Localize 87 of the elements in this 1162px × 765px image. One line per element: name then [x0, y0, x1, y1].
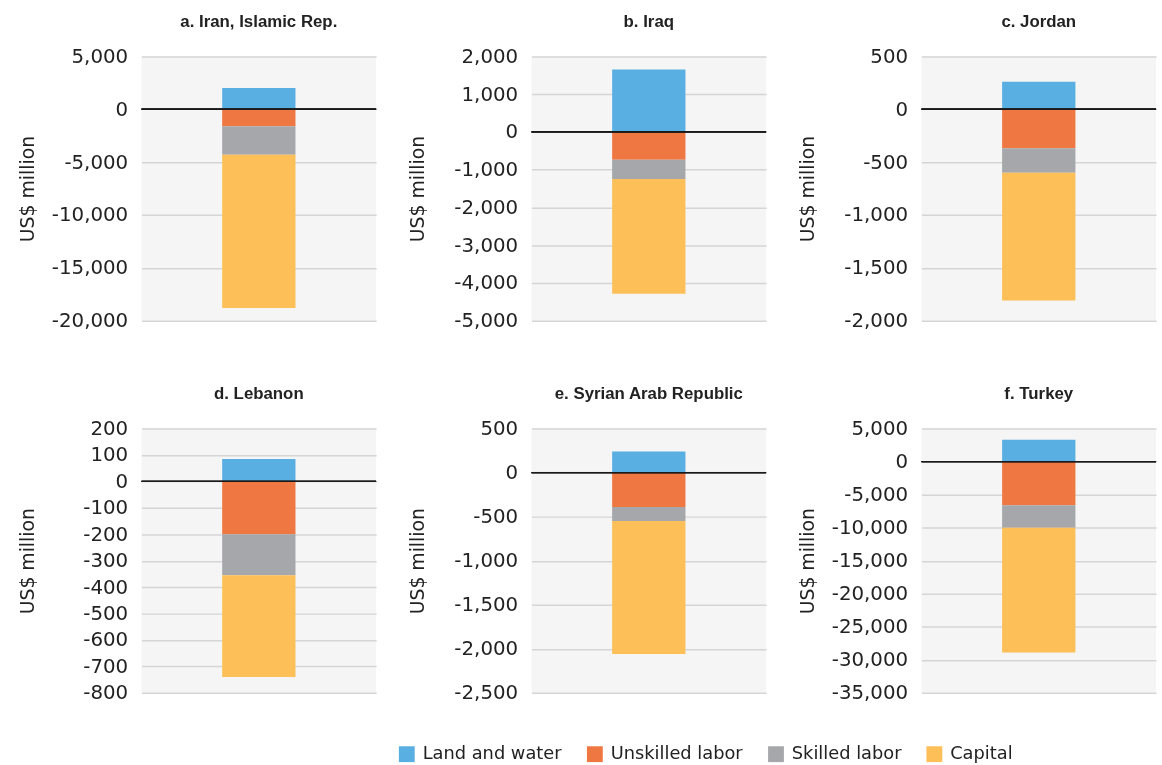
chart-title: f. Turkey — [1004, 383, 1074, 403]
bar — [222, 126, 296, 155]
y-tick-label: -1,000 — [454, 158, 519, 182]
y-tick-label: -400 — [83, 575, 129, 599]
bar — [612, 179, 686, 294]
y-tick-label: 2,000 — [461, 44, 519, 68]
bar — [222, 481, 296, 535]
y-tick-label: 100 — [90, 443, 129, 467]
y-tick-label: -100 — [83, 496, 129, 520]
bar — [1002, 461, 1076, 506]
bar — [1002, 527, 1076, 653]
y-tick-label: -10,000 — [51, 203, 129, 227]
bar — [222, 154, 296, 308]
y-tick-label: 0 — [115, 97, 129, 121]
chart-title: b. Iraq — [623, 11, 675, 31]
y-tick-label: -200 — [83, 522, 129, 546]
bar — [1002, 81, 1076, 110]
y-axis-title: US$ million — [407, 508, 429, 615]
y-tick-label: -20,000 — [831, 582, 909, 606]
y-tick-label: -1,000 — [844, 203, 909, 227]
chart-title: a. Iran, Islamic Rep. — [180, 11, 338, 31]
y-tick-label: -5,000 — [454, 309, 519, 333]
bar — [222, 109, 296, 127]
bar — [612, 131, 686, 160]
y-tick-label: -25,000 — [831, 615, 909, 639]
bar — [1002, 172, 1076, 301]
y-tick-label: 1,000 — [461, 82, 519, 106]
y-tick-label: -1,500 — [454, 593, 519, 617]
y-tick-label: 0 — [505, 120, 519, 144]
y-tick-label: 0 — [895, 450, 909, 474]
y-tick-label: -700 — [83, 654, 129, 678]
y-tick-label: 200 — [90, 416, 129, 440]
y-axis-title: US$ million — [797, 135, 819, 243]
y-tick-label: -35,000 — [831, 681, 909, 705]
y-tick-label: -3,000 — [454, 233, 519, 257]
y-axis-title: US$ million — [407, 135, 429, 243]
legend-label: Unskilled labor — [610, 742, 744, 764]
y-tick-label: -2,500 — [454, 681, 519, 705]
y-tick-label: -300 — [83, 549, 129, 573]
y-tick-label: 0 — [895, 97, 909, 121]
chart-title: d. Lebanon — [213, 383, 304, 403]
bar — [222, 534, 296, 576]
y-tick-label: -2,000 — [844, 309, 909, 333]
bar — [612, 506, 686, 522]
bar — [612, 521, 686, 655]
bar — [612, 159, 686, 180]
y-tick-label: 5,000 — [851, 416, 909, 440]
y-tick-label: -800 — [83, 681, 129, 705]
y-tick-label: -10,000 — [831, 516, 909, 540]
y-tick-label: -1,500 — [844, 256, 909, 280]
bar — [222, 575, 296, 677]
bar — [1002, 109, 1076, 149]
bar — [612, 472, 686, 507]
y-tick-label: 500 — [480, 416, 519, 440]
y-tick-label: -1,000 — [454, 549, 519, 573]
y-tick-label: -500 — [473, 505, 519, 529]
y-tick-label: 0 — [115, 469, 129, 493]
y-tick-label: 500 — [870, 44, 909, 68]
chart-title: e. Syrian Arab Republic — [554, 383, 743, 403]
y-tick-label: -5,000 — [64, 150, 129, 174]
y-axis-title: US$ million — [17, 508, 39, 615]
y-tick-label: -15,000 — [831, 549, 909, 573]
bar — [612, 69, 686, 132]
chart-title: c. Jordan — [1001, 11, 1077, 31]
y-tick-label: -5,000 — [844, 483, 909, 507]
y-tick-label: -20,000 — [51, 309, 129, 333]
y-tick-label: -15,000 — [51, 256, 129, 280]
bar — [1002, 148, 1076, 173]
y-tick-label: -30,000 — [831, 648, 909, 672]
bar — [222, 88, 296, 110]
legend-label: Skilled labor — [791, 742, 903, 764]
y-tick-label: 5,000 — [71, 44, 129, 68]
bar — [1002, 439, 1076, 462]
y-tick-label: -2,000 — [454, 195, 519, 219]
bar — [612, 451, 686, 473]
bar — [222, 458, 296, 482]
y-tick-label: -2,000 — [454, 637, 519, 661]
y-tick-label: -500 — [863, 150, 909, 174]
y-tick-label: -600 — [83, 628, 129, 652]
y-axis-title: US$ million — [17, 135, 39, 243]
bar — [1002, 505, 1076, 528]
legend-label: Land and water — [422, 742, 563, 764]
y-tick-label: -500 — [83, 601, 129, 625]
y-tick-label: 0 — [505, 461, 519, 485]
y-tick-label: -4,000 — [454, 271, 519, 295]
legend-label: Capital — [950, 742, 1013, 764]
y-axis-title: US$ million — [797, 508, 819, 615]
